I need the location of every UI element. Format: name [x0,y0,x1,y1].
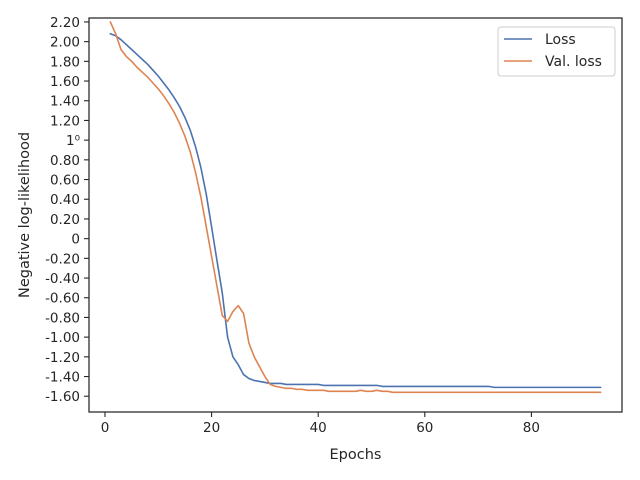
legend: Loss Val. loss [497,26,616,77]
series-lines [109,21,602,394]
y-tick-label: -1.60 [45,389,80,405]
x-tick-label: 20 [203,420,220,436]
y-tick-label: 0.40 [50,192,80,208]
y-tick-label: -1.20 [45,350,80,366]
y-tick-label: 1.80 [50,54,80,70]
series-line-val-loss [109,21,602,394]
y-tick-label: 1.60 [50,74,80,90]
y-tick-label: -0.60 [45,291,80,307]
x-tick-label: 80 [523,420,540,436]
series-line-loss [109,32,602,389]
y-tick-label: 1.20 [50,113,80,129]
y-tick-label: 0.20 [50,212,80,228]
x-tick-label: 40 [310,420,327,436]
y-tick-label: 1.40 [50,94,80,110]
x-axis-ticks: 0 20 40 60 80 [101,412,540,436]
y-axis-label: Negative log-likelihood [17,132,33,298]
x-tick-label: 0 [101,420,110,436]
legend-label-loss: Loss [545,32,576,48]
legend-label-val-loss: Val. loss [545,54,602,70]
y-tick-label: 2.00 [50,35,80,51]
y-tick-label: 0.80 [50,153,80,169]
y-tick-label: -0.20 [45,251,80,267]
x-tick-label: 60 [416,420,433,436]
y-tick-label: 2.20 [50,15,80,31]
y-tick-label: 1⁰ [66,133,80,149]
y-tick-label: 0.60 [50,173,80,189]
y-tick-label: -0.80 [45,310,80,326]
y-axis-ticks: 2.20 2.00 1.80 1.60 1.40 1.20 1⁰ 0.80 0.60 0.40 0.… [45,15,89,405]
y-tick-label: -1.00 [45,330,80,346]
plot-frame [88,17,623,413]
x-axis-label: Epochs [330,447,382,463]
y-tick-label: -0.40 [45,271,80,287]
y-tick-label: 0 [71,232,80,248]
y-tick-label: -1.40 [45,370,80,386]
